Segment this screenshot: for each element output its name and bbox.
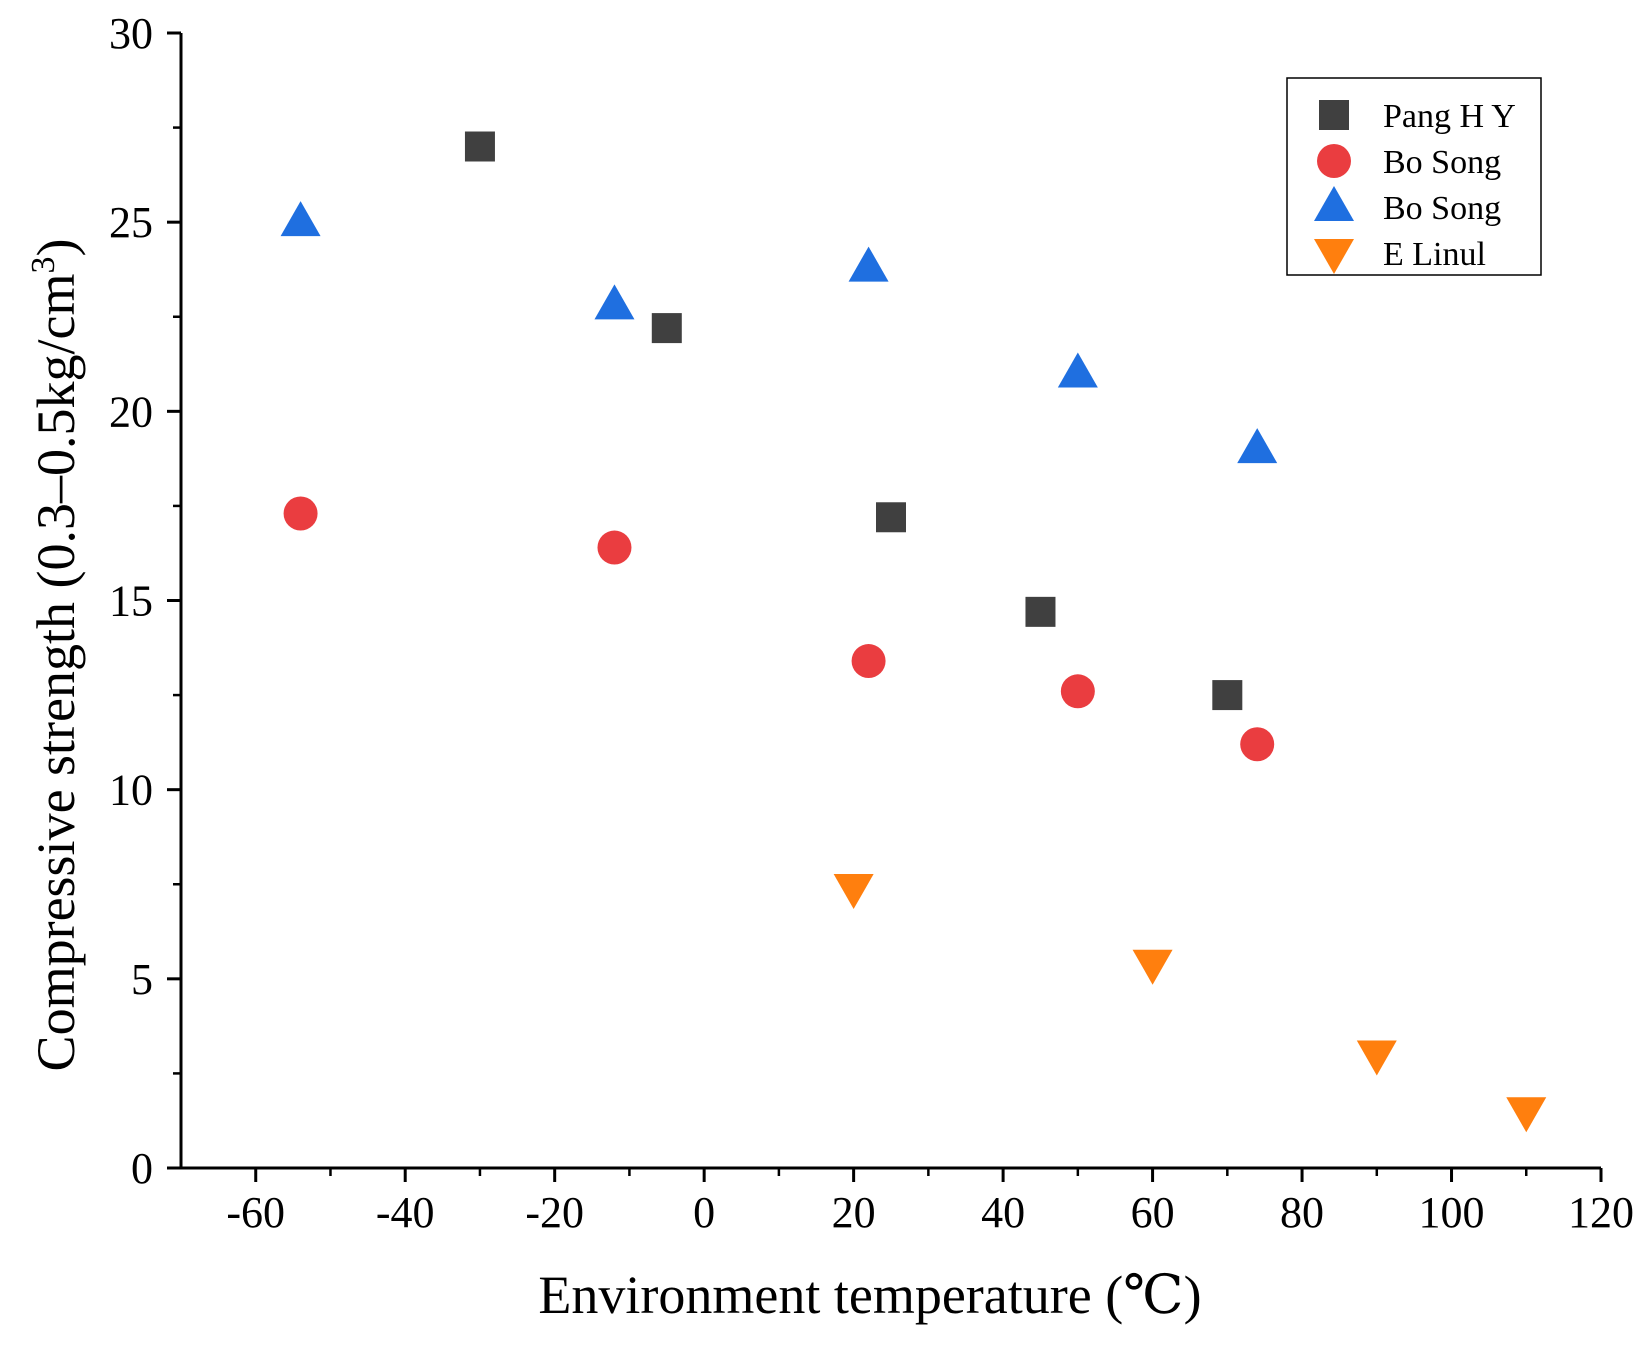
data-point <box>1506 1097 1547 1133</box>
data-point <box>876 502 906 533</box>
x-tick-label: 40 <box>981 1188 1025 1237</box>
y-tick-label: 5 <box>131 955 153 1004</box>
legend-marker <box>1314 239 1354 274</box>
data-point <box>851 644 886 679</box>
y-tick-label: 0 <box>131 1144 153 1193</box>
x-axis-title: Environment temperature (℃) <box>538 1265 1201 1325</box>
x-tick-label: 20 <box>832 1188 876 1237</box>
data-point <box>1240 727 1275 762</box>
data-point <box>464 131 495 162</box>
data-point <box>833 874 874 910</box>
data-points <box>280 131 1547 1133</box>
x-axis-ticks: -60 -40 -20 0 20 40 60 80 100 120 <box>226 1168 1634 1237</box>
data-point <box>1237 428 1278 464</box>
data-point <box>283 496 318 531</box>
x-tick-label: -20 <box>525 1188 584 1237</box>
legend-marker <box>1314 186 1354 221</box>
data-point <box>1132 949 1173 985</box>
data-point <box>848 246 889 282</box>
x-tick-label: 120 <box>1568 1188 1634 1237</box>
y-axis-ticks: 0 5 10 15 20 25 30 <box>109 9 181 1193</box>
data-point <box>1356 1040 1397 1076</box>
x-tick-label: 80 <box>1280 1188 1324 1237</box>
legend-label: Pang H Y <box>1383 98 1516 135</box>
data-point <box>1212 680 1243 711</box>
x-tick-label: 100 <box>1419 1188 1485 1237</box>
legend: Pang H Y Bo Song Bo Song E Linul <box>1286 77 1542 276</box>
x-tick-label: -60 <box>226 1188 285 1237</box>
data-point <box>597 530 632 565</box>
data-point <box>1057 352 1098 388</box>
y-axis-title-close: ) <box>26 239 86 257</box>
y-tick-label: 10 <box>109 766 153 815</box>
x-tick-label: 60 <box>1131 1188 1175 1237</box>
y-axis-title: Compressive strength (0.3–0.5kg/cm3) <box>25 239 86 1072</box>
legend-marker <box>1319 100 1349 130</box>
legend-label: Bo Song <box>1383 144 1501 181</box>
data-point <box>651 313 682 344</box>
data-point <box>1025 596 1056 627</box>
legend-label: E Linul <box>1383 236 1486 273</box>
x-tick-label: 0 <box>693 1188 715 1237</box>
data-point <box>280 201 321 237</box>
y-tick-label: 30 <box>109 9 153 58</box>
x-tick-label: -40 <box>376 1188 435 1237</box>
legend-label: Bo Song <box>1383 190 1501 227</box>
y-tick-label: 25 <box>109 198 153 247</box>
data-point <box>1060 674 1095 709</box>
y-axis-title-superscript: 3 <box>25 257 62 274</box>
data-point <box>594 284 635 320</box>
y-axis-title-main: Compressive strength (0.3–0.5kg/cm <box>26 274 86 1072</box>
y-tick-label: 15 <box>109 577 153 626</box>
y-tick-label: 20 <box>109 387 153 436</box>
legend-marker <box>1317 144 1351 178</box>
